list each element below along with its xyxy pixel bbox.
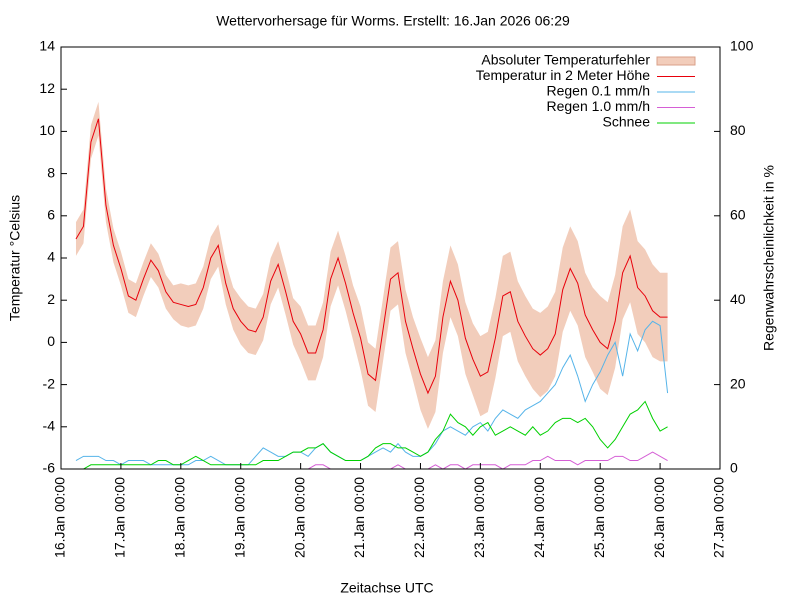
- y2-tick-label: 80: [730, 122, 746, 138]
- legend-label: Regen 0.1 mm/h: [547, 83, 651, 99]
- legend-label: Schnee: [603, 114, 651, 130]
- x-tick-label: 16.Jan 00:00: [52, 477, 68, 558]
- y-tick-label: 10: [39, 122, 55, 138]
- y2-tick-label: 60: [730, 207, 746, 223]
- x-tick-label: 24.Jan 00:00: [531, 477, 547, 558]
- y-tick-label: 8: [47, 164, 55, 180]
- y-tick-label: -6: [43, 460, 56, 476]
- error-band: [75, 101, 668, 429]
- x-tick-label: 21.Jan 00:00: [351, 477, 367, 558]
- y-tick-label: 4: [47, 249, 55, 265]
- y-tick-label: 12: [39, 80, 55, 96]
- y-tick-label: 0: [47, 333, 55, 349]
- x-tick-label: 26.Jan 00:00: [651, 477, 667, 558]
- chart-title: Wettervorhersage für Worms. Erstellt: 16…: [216, 13, 570, 29]
- y2-tick-label: 100: [730, 38, 754, 54]
- x-tick-label: 27.Jan 00:00: [711, 477, 727, 558]
- x-tick-label: 22.Jan 00:00: [411, 477, 427, 558]
- x-tick-label: 18.Jan 00:00: [172, 477, 188, 558]
- series-line: [75, 400, 668, 470]
- y-axis-label: Temperatur °Celsius: [7, 195, 23, 321]
- x-tick-label: 17.Jan 00:00: [112, 477, 128, 558]
- y-tick-label: 14: [39, 38, 55, 54]
- y-tick-label: -4: [43, 418, 56, 434]
- series-line: [75, 118, 668, 395]
- y2-tick-label: 40: [730, 291, 746, 307]
- x-tick-label: 25.Jan 00:00: [591, 477, 607, 558]
- legend-label: Absoluter Temperaturfehler: [481, 52, 650, 68]
- x-tick-label: 23.Jan 00:00: [471, 477, 487, 558]
- legend-label: Temperatur in 2 Meter Höhe: [476, 67, 651, 83]
- y2-tick-label: 20: [730, 375, 746, 391]
- x-tick-label: 19.Jan 00:00: [231, 477, 247, 558]
- legend-label: Regen 1.0 mm/h: [547, 98, 651, 114]
- y2-axis-label: Regenwahrscheinlichkeit in %: [761, 165, 777, 351]
- legend-swatch: [656, 56, 696, 66]
- x-axis-label: Zeitachse UTC: [340, 580, 433, 596]
- y2-tick-label: 0: [730, 460, 738, 476]
- y-tick-label: 2: [47, 291, 55, 307]
- y-tick-label: -2: [43, 375, 56, 391]
- y-tick-label: 6: [47, 207, 55, 223]
- x-tick-label: 20.Jan 00:00: [291, 477, 307, 558]
